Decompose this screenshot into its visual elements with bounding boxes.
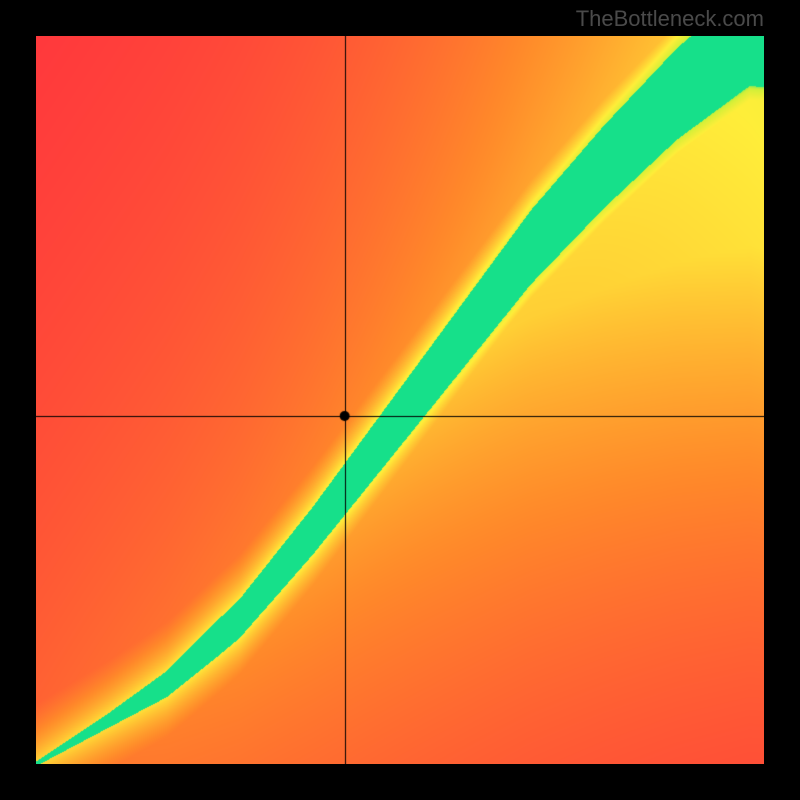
chart-container: TheBottleneck.com bbox=[0, 0, 800, 800]
heatmap-canvas bbox=[36, 36, 764, 764]
watermark-text: TheBottleneck.com bbox=[576, 6, 764, 32]
plot-area bbox=[36, 36, 764, 764]
